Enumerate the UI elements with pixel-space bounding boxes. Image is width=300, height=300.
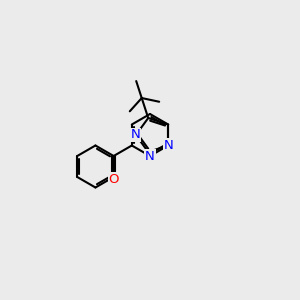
Text: N: N: [131, 128, 141, 142]
Text: N: N: [163, 139, 173, 152]
Text: N: N: [145, 149, 155, 163]
Text: O: O: [108, 172, 119, 186]
